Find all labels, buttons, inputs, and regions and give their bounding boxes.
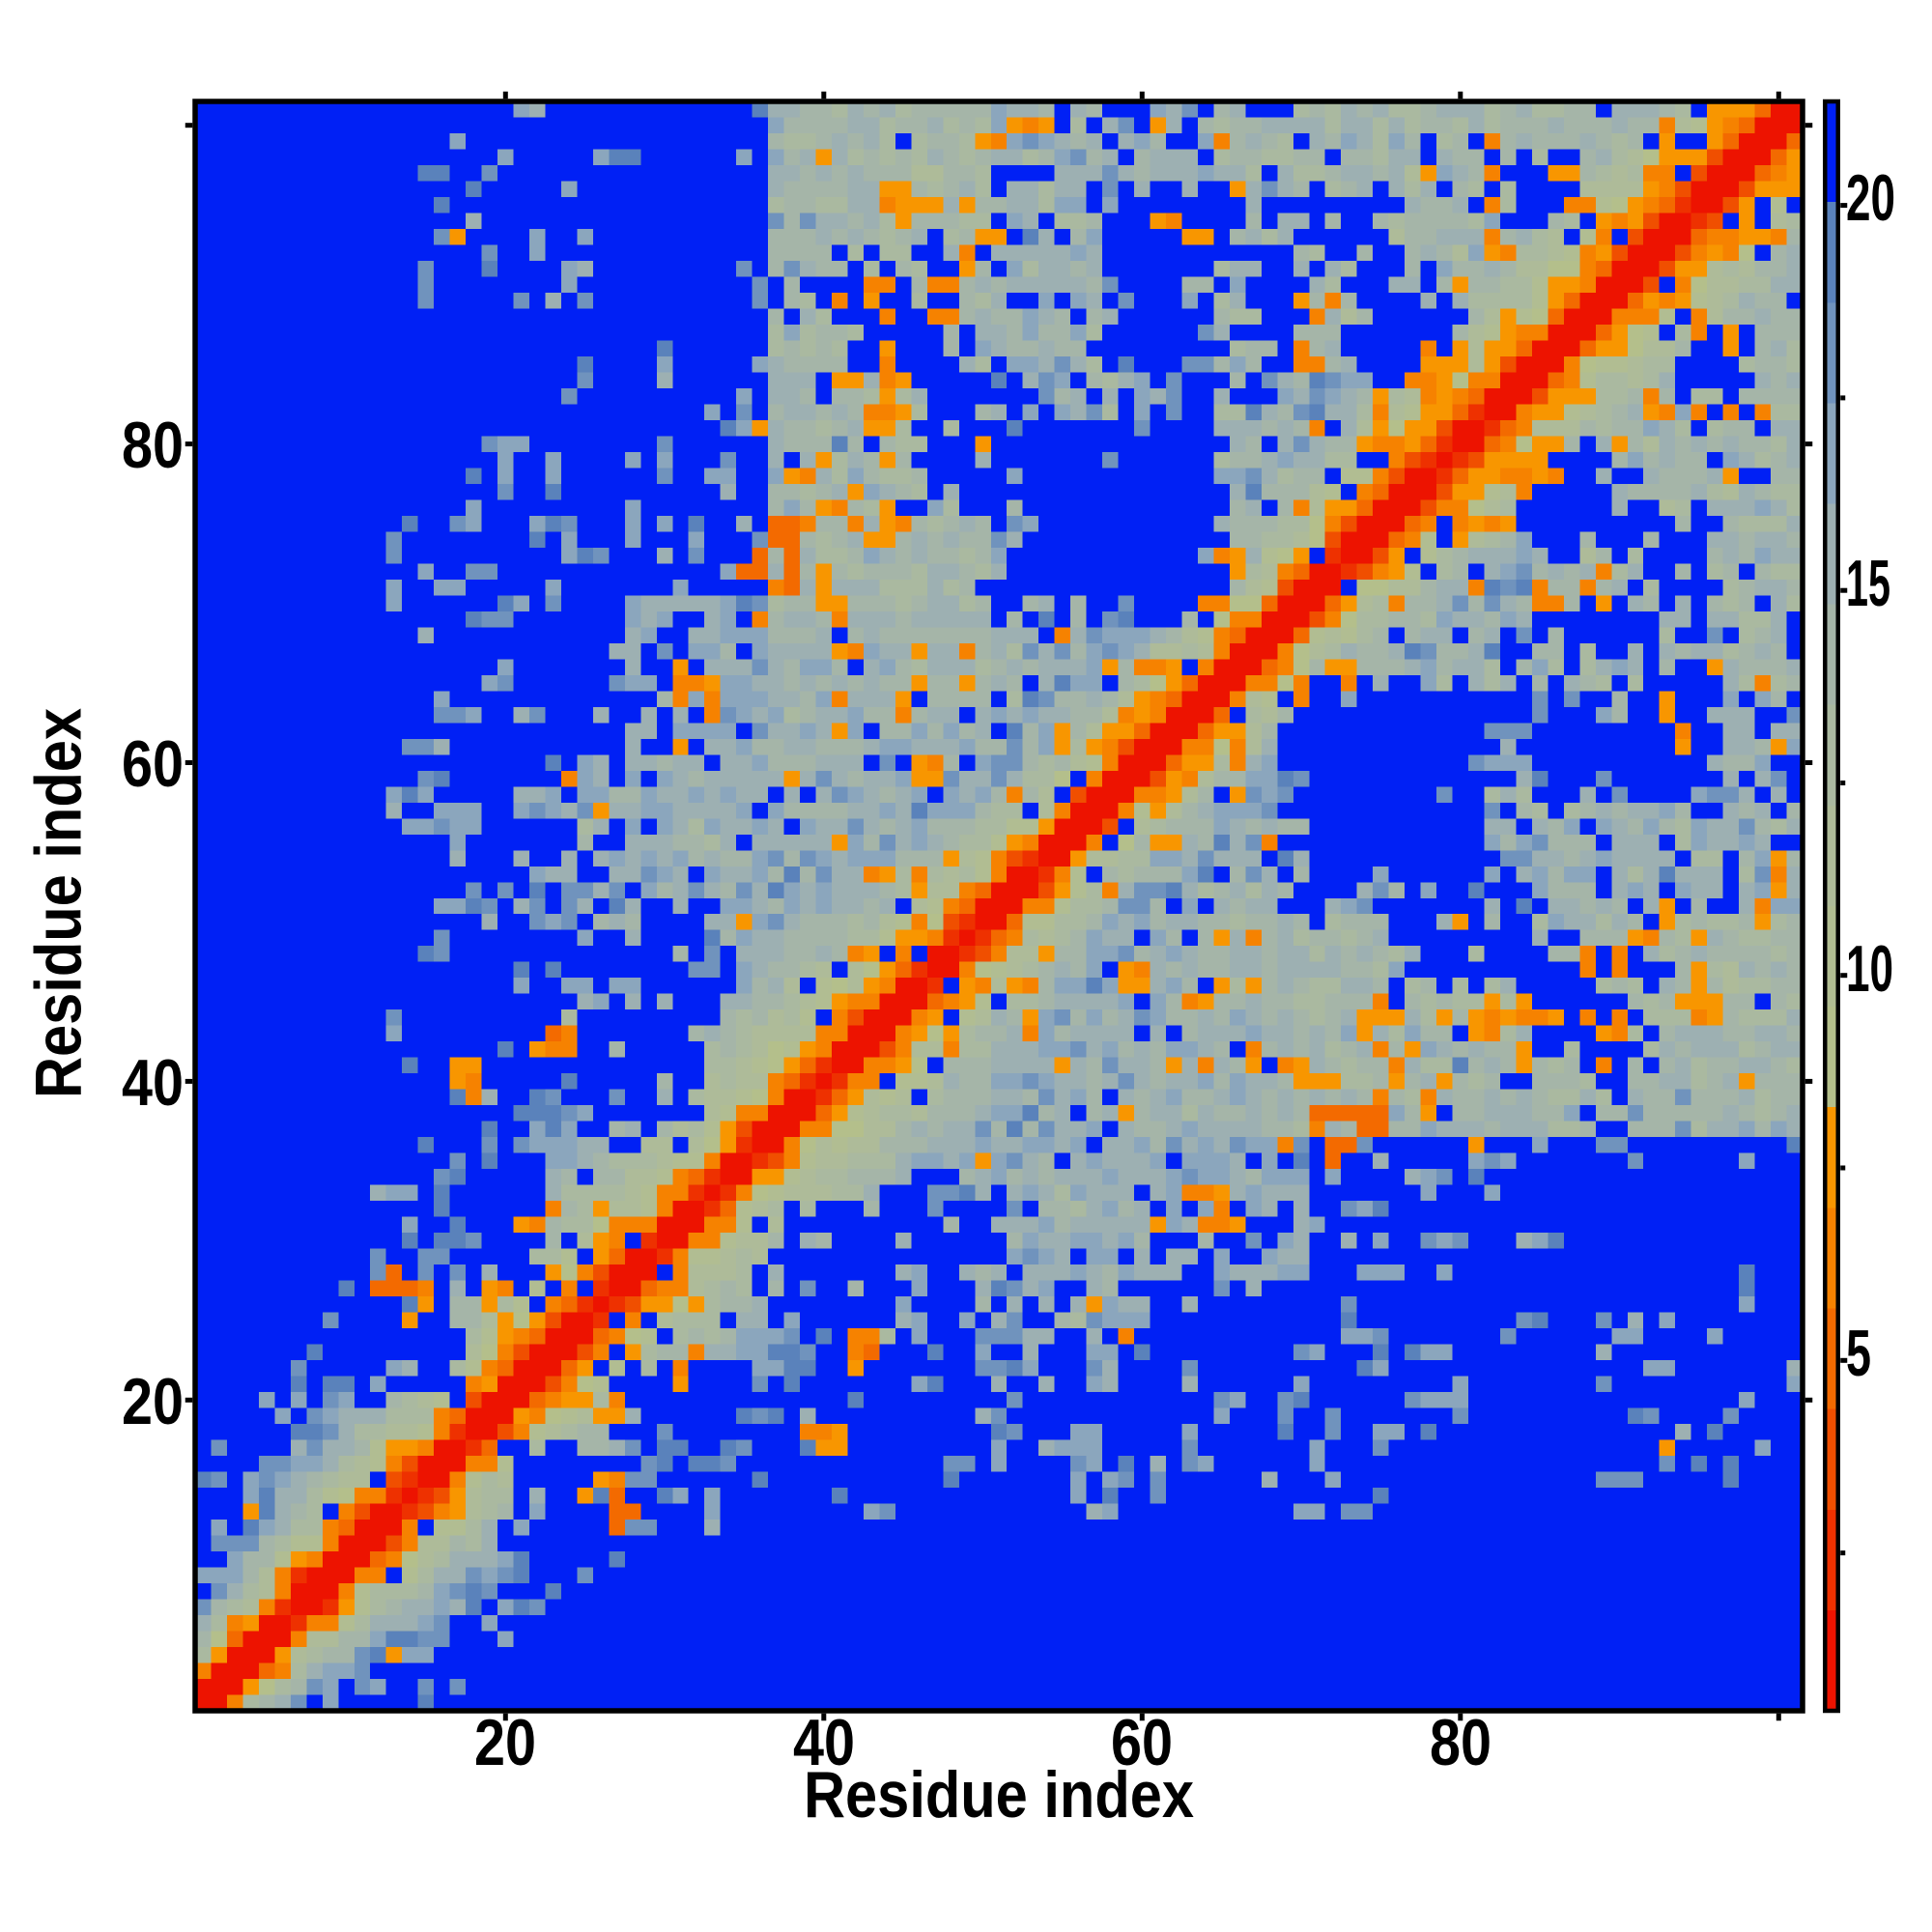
- svg-text:20: 20: [122, 1365, 184, 1438]
- svg-text:15: 15: [1846, 547, 1890, 620]
- svg-text:Residue index: Residue index: [804, 1758, 1194, 1832]
- svg-text:60: 60: [1111, 1706, 1173, 1779]
- svg-text:80: 80: [122, 409, 184, 482]
- svg-text:20: 20: [474, 1706, 536, 1779]
- svg-text:40: 40: [793, 1706, 855, 1779]
- svg-text:10: 10: [1846, 932, 1893, 1006]
- svg-text:20: 20: [1846, 161, 1895, 235]
- svg-text:60: 60: [122, 727, 184, 801]
- svg-text:80: 80: [1430, 1706, 1492, 1779]
- svg-text:Residue index: Residue index: [21, 708, 95, 1098]
- svg-text:5: 5: [1846, 1317, 1871, 1390]
- svg-text:40: 40: [122, 1046, 184, 1120]
